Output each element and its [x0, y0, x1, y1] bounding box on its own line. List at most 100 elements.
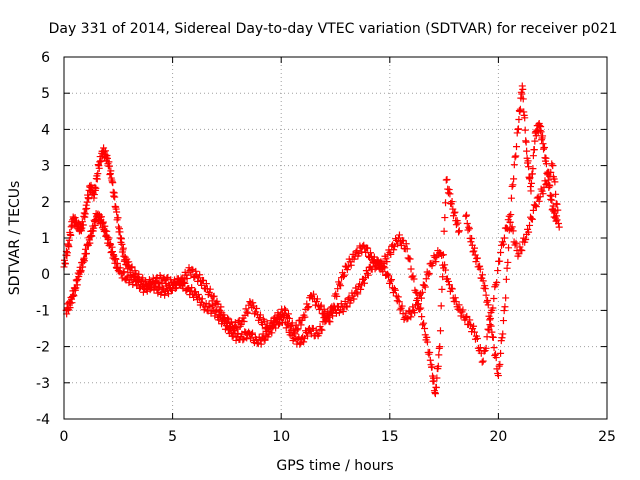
data-point-trace-a — [61, 260, 69, 268]
data-point-trace-a — [347, 261, 355, 269]
data-point-trace-b — [357, 285, 365, 293]
data-point-trace-a — [310, 290, 318, 298]
data-point-trace-c — [473, 254, 481, 262]
data-point-trace-b — [300, 338, 308, 346]
data-point-trace-b — [364, 271, 372, 279]
x-tick-label: 25 — [598, 429, 616, 445]
data-point-trace-a — [102, 147, 110, 155]
data-point-trace-b — [360, 279, 368, 287]
data-point-trace-c — [548, 196, 556, 204]
data-point-trace-b — [470, 322, 478, 330]
data-point-trace-a — [454, 219, 462, 227]
data-point-trace-b — [112, 255, 120, 263]
data-point-trace-b — [532, 203, 540, 211]
data-point-trace-b — [230, 327, 238, 335]
data-point-trace-b — [105, 234, 113, 242]
data-point-trace-c — [505, 244, 513, 252]
data-points — [60, 82, 563, 398]
data-point-trace-a — [395, 231, 403, 239]
data-point-trace-b — [363, 270, 371, 278]
data-point-trace-b — [455, 301, 463, 309]
y-tick-label: -2 — [36, 340, 50, 356]
data-point-trace-a — [288, 319, 296, 327]
data-point-trace-c — [488, 328, 496, 336]
data-point-trace-c — [539, 132, 547, 140]
data-point-trace-a — [217, 303, 225, 311]
data-point-trace-b — [396, 306, 404, 314]
data-point-trace-a — [455, 228, 463, 236]
data-point-trace-c — [514, 125, 522, 133]
data-point-trace-a — [418, 313, 426, 321]
data-point-trace-a — [195, 274, 203, 282]
data-point-trace-a — [402, 240, 410, 248]
data-point-trace-a — [90, 191, 98, 199]
data-point-trace-b — [148, 277, 156, 285]
data-point-trace-c — [468, 234, 476, 242]
data-point-trace-b — [407, 313, 415, 321]
data-point-trace-a — [116, 228, 124, 236]
data-point-trace-b — [380, 262, 388, 270]
data-point-trace-b — [479, 357, 487, 365]
data-point-trace-c — [501, 303, 509, 311]
data-point-trace-a — [113, 208, 121, 216]
data-point-trace-b — [181, 279, 189, 287]
data-point-trace-b — [535, 197, 543, 205]
data-point-trace-a — [105, 162, 113, 170]
data-point-trace-b — [398, 302, 406, 310]
data-point-trace-c — [476, 262, 484, 270]
x-axis: 0 5 10 15 20 25 — [60, 57, 616, 445]
data-point-trace-b — [414, 301, 422, 309]
data-point-trace-b — [424, 271, 432, 279]
data-point-trace-b — [531, 201, 539, 209]
data-point-trace-c — [522, 138, 530, 146]
data-point-trace-a — [350, 255, 358, 263]
data-point-trace-c — [529, 165, 537, 173]
data-point-trace-c — [521, 126, 529, 134]
data-point-trace-b — [284, 320, 292, 328]
data-point-trace-a — [243, 308, 251, 316]
data-point-trace-a — [440, 227, 448, 235]
plot-frame — [63, 56, 608, 420]
data-point-trace-b — [268, 329, 276, 337]
data-point-trace-a — [304, 304, 312, 312]
data-point-trace-b — [552, 190, 560, 198]
data-point-trace-b — [257, 340, 265, 348]
data-point-trace-b — [198, 295, 206, 303]
data-point-trace-b — [432, 258, 440, 266]
data-point-trace-c — [531, 137, 539, 145]
data-point-trace-b — [353, 288, 361, 296]
data-point-trace-c — [512, 152, 520, 160]
data-point-trace-c — [467, 238, 475, 246]
data-point-trace-b — [194, 291, 202, 299]
data-point-trace-c — [500, 307, 508, 315]
data-point-trace-b — [97, 213, 105, 221]
data-point-trace-b — [248, 330, 256, 338]
data-point-trace-c — [519, 85, 527, 93]
data-point-trace-a — [437, 302, 445, 310]
data-point-trace-c — [502, 275, 510, 283]
data-point-trace-a — [293, 326, 301, 334]
y-tick-label: 2 — [41, 195, 50, 211]
data-point-trace-a — [435, 351, 443, 359]
data-point-trace-c — [490, 344, 498, 352]
data-point-trace-b — [500, 234, 508, 242]
data-point-trace-a — [240, 318, 248, 326]
data-point-trace-a — [210, 292, 218, 300]
data-point-trace-b — [213, 306, 221, 314]
data-point-trace-c — [544, 176, 552, 184]
x-tick-label: 10 — [272, 429, 290, 445]
data-point-trace-b — [448, 285, 456, 293]
data-point-trace-b — [417, 294, 425, 302]
data-point-trace-b — [529, 206, 537, 214]
data-point-trace-b — [70, 292, 78, 300]
data-point-trace-a — [426, 348, 434, 356]
data-point-trace-c — [499, 330, 507, 338]
data-point-trace-a — [188, 265, 196, 273]
data-point-trace-a — [441, 214, 449, 222]
data-point-trace-b — [411, 309, 419, 317]
data-point-trace-c — [525, 163, 533, 171]
data-point-trace-c — [479, 277, 487, 285]
data-point-trace-b — [220, 314, 228, 322]
data-point-trace-b — [518, 246, 526, 254]
data-point-trace-c — [521, 114, 529, 122]
